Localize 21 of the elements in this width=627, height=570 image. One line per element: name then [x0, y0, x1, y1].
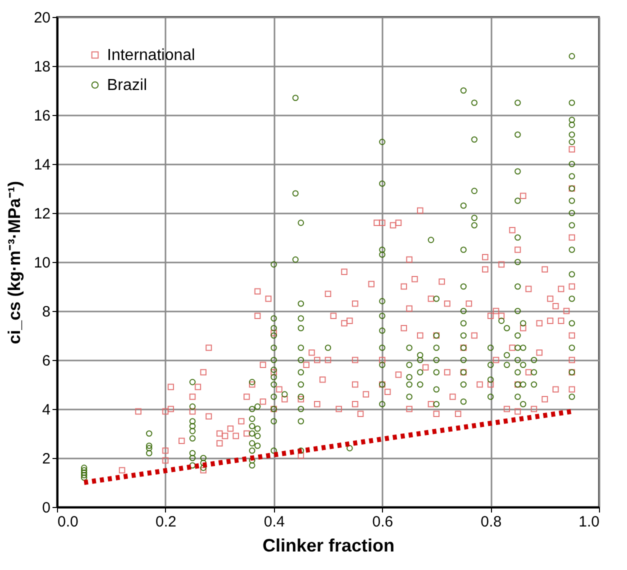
y-tick-label: 10 [34, 254, 50, 272]
x-tick-label: 0.8 [480, 514, 502, 530]
y-tick-label: 18 [34, 58, 50, 76]
x-tick-label: 0.0 [58, 514, 78, 530]
y-tick-label: 6 [42, 352, 50, 370]
y-tick-label: 20 [34, 10, 50, 26]
y-axis-title: ci_cs (kg·m⁻³·MPa⁻¹) [4, 180, 24, 344]
y-tick-label: 12 [34, 206, 50, 222]
y-tick-label: 14 [34, 156, 50, 174]
x-tick-label: 0.6 [372, 514, 394, 530]
y-tick-label: 16 [34, 108, 50, 124]
legend-label: International [107, 47, 196, 64]
legend-label: Brazil [107, 77, 148, 94]
x-tick-label: 0.2 [155, 514, 176, 530]
x-axis-title: Clinker fraction [262, 536, 395, 556]
y-tick-label: 2 [42, 450, 50, 468]
y-tick-label: 8 [42, 304, 50, 320]
y-tick-label: 0 [42, 500, 50, 516]
x-tick-label: 0.4 [264, 514, 285, 530]
y-tick-label: 4 [42, 402, 50, 418]
x-tick-label: 1.0 [578, 514, 600, 530]
